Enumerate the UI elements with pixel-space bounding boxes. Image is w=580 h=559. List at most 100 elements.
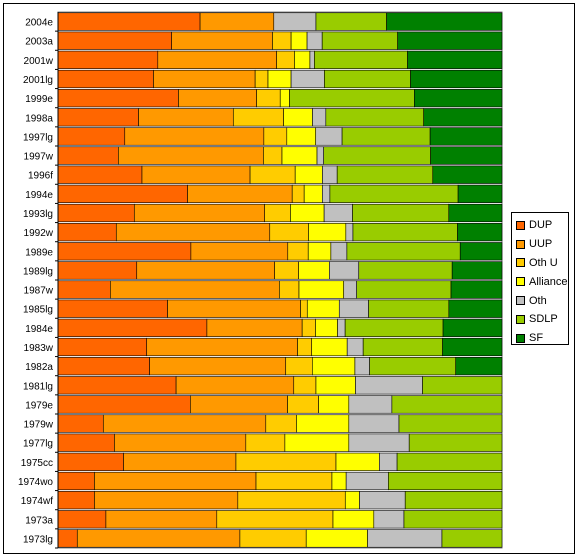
bar-segment-uup-1982a [149, 357, 287, 376]
bar-segment-oth-1989e [330, 242, 348, 261]
bar-segment-oth-1993lg [323, 203, 353, 223]
bar-segment-dup-1993lg [57, 203, 135, 223]
bar-segment-oth-1974wf [359, 491, 406, 510]
bar-segment-oth-1977lg [348, 433, 410, 452]
legend: DUP UUP Oth U Alliance Oth SDLP SF [511, 212, 569, 345]
bar-segment-dup-1973a [57, 510, 107, 529]
bar-segment-oth-u-1984e [301, 318, 316, 337]
bar-segment-sdlp-1989lg [358, 261, 453, 280]
bar-segment-uup-1989e [190, 242, 289, 261]
bar-segment-uup-1985lg [167, 299, 301, 318]
bar-segment-uup-1977lg [114, 433, 247, 452]
bar-segment-uup-1981lg [175, 376, 295, 395]
bar-segment-oth-u-2001lg [254, 69, 269, 89]
bar-segment-oth-1998a [312, 108, 327, 127]
y-tick-label: 1985lg [23, 305, 53, 316]
legend-item-alliance: Alliance [516, 272, 568, 291]
y-tick-label: 1982a [25, 362, 53, 373]
y-tick-label: 1974wo [18, 477, 53, 488]
bar-segment-sdlp-1987w [356, 280, 452, 299]
bar-segment-oth-u-1977lg [245, 433, 286, 452]
legend-swatch-sf [516, 333, 525, 343]
bar-segment-alliance-1999e [279, 89, 290, 108]
bar-segment-alliance-1981lg [315, 376, 356, 395]
legend-item-sf: SF [516, 329, 568, 348]
bar-segment-dup-2003a [57, 31, 172, 50]
legend-label-dup: DUP [529, 219, 553, 232]
legend-item-oth: Oth [516, 291, 568, 310]
bar-segment-sdlp-1997lg [341, 127, 431, 146]
legend-item-dup: DUP [516, 216, 568, 235]
bar-segment-oth-u-2003a [272, 31, 292, 50]
bar-segment-alliance-1996f [294, 165, 323, 184]
y-tick-label: 1974wf [21, 496, 53, 507]
bar-segment-sdlp-1996f [336, 165, 434, 184]
bar-segment-sdlp-1973a [403, 510, 503, 529]
bar-segment-dup-1997lg [57, 127, 126, 146]
bar-segment-oth-u-1979e [287, 395, 319, 414]
y-tick-label: 1989lg [23, 266, 53, 277]
bar-segment-alliance-1982a [311, 357, 356, 376]
bar-segment-oth-1983w [346, 337, 364, 357]
bar-segment-oth-u-1981lg [293, 376, 317, 395]
bar-segment-uup-1974wf [94, 491, 239, 510]
bar-segment-sf-1997lg [429, 127, 503, 146]
bar-segment-sdlp-1999e [289, 89, 415, 108]
bar-segment-sdlp-1973lg [441, 529, 503, 548]
bar-segment-sf-1989lg [451, 261, 503, 280]
bar-segment-oth-1994e [322, 184, 331, 203]
bar-segment-uup-2004e [199, 12, 275, 31]
y-tick-label: 1994e [25, 190, 53, 201]
bar-segment-sf-1987w [450, 280, 503, 299]
legend-item-sdlp: SDLP [516, 310, 568, 329]
bar-segment-oth-1996f [322, 165, 338, 184]
bar-segment-uup-1989lg [136, 261, 275, 280]
bar-segment-oth-u-1996f [249, 165, 296, 184]
bar-segment-uup-1996f [141, 165, 251, 184]
bar-segment-alliance-1975cc [335, 452, 380, 471]
bar-segment-sdlp-1984e [344, 318, 444, 337]
legend-label-sf: SF [529, 332, 544, 345]
bar-segment-sf-1992w [457, 223, 503, 242]
bar-segment-uup-1987w [110, 280, 280, 299]
bar-segment-sf-1983w [442, 337, 503, 357]
bar-segment-oth-u-1985lg [300, 299, 308, 318]
bar-segment-sdlp-1983w [362, 337, 443, 357]
bar-segment-uup-1974wo [94, 471, 257, 491]
bar-segment-sf-1984e [442, 318, 503, 337]
bar-segment-sdlp-2004e [315, 12, 387, 31]
bar-segment-sdlp-2001w [314, 50, 408, 69]
bar-segment-dup-1998a [57, 108, 139, 127]
bar-segment-oth-1984e [337, 318, 346, 337]
bar-segment-dup-1982a [57, 357, 150, 376]
bar-segment-oth-u-1989e [287, 242, 309, 261]
y-tick-label: 2001w [24, 56, 54, 67]
bar-segment-oth-1997w [316, 146, 324, 165]
bar-segment-dup-1997w [57, 146, 119, 165]
bar-segment-sdlp-1993lg [352, 203, 450, 223]
legend-label-alliance: Alliance [529, 275, 568, 288]
bar-segment-alliance-1997lg [286, 127, 317, 146]
bar-segment-oth-1975cc [379, 452, 398, 471]
bar-segment-sf-2004e [386, 12, 503, 31]
y-tick-label: 1997lg [23, 132, 53, 143]
bar-segment-sdlp-1979w [398, 414, 503, 433]
bar-segment-dup-1983w [57, 337, 148, 357]
bar-segment-alliance-1989lg [298, 261, 330, 280]
bar-segment-alliance-1994e [303, 184, 323, 203]
bar-segment-oth-2004e [273, 12, 317, 31]
bar-segment-alliance-1979e [318, 395, 350, 414]
bar-segment-alliance-1974wf [344, 491, 360, 510]
bar-segment-sdlp-1977lg [408, 433, 503, 452]
bar-segment-oth-u-1983w [297, 337, 313, 357]
bar-segment-oth-u-1974wf [237, 491, 346, 510]
bar-segment-oth-u-1997w [263, 146, 283, 165]
bar-segment-dup-1987w [57, 280, 111, 299]
bar-segment-sf-1998a [423, 108, 503, 127]
bar-segment-oth-2003a [306, 31, 323, 50]
bar-segment-oth-1973a [373, 510, 405, 529]
bar-segment-sdlp-1974wf [404, 491, 503, 510]
y-tick-label: 2001lg [23, 75, 53, 86]
y-tick-label: 1987w [24, 286, 54, 297]
